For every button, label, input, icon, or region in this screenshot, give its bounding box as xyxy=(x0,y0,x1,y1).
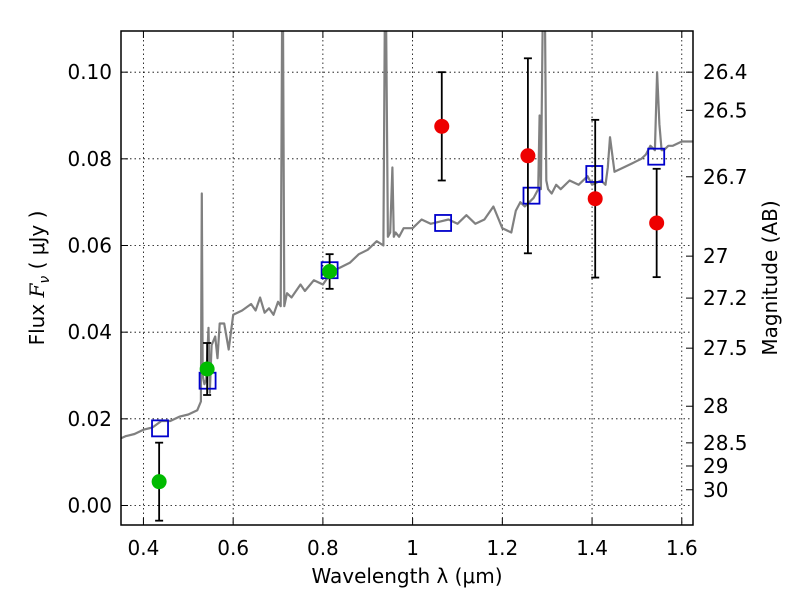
green-point xyxy=(199,361,215,377)
plot-area xyxy=(121,31,693,522)
mag-tick-label: 26.4 xyxy=(703,60,748,84)
y-tick-label: 0.02 xyxy=(67,407,112,431)
mag-tick-label: 27.5 xyxy=(703,336,748,360)
y-tick-label: 0.06 xyxy=(67,234,112,258)
red-point xyxy=(587,191,603,207)
red-point xyxy=(434,118,450,134)
model-square xyxy=(647,147,666,166)
y-axis-label-prefix: Flux xyxy=(25,297,49,345)
x-tick-label: 1.2 xyxy=(486,536,518,560)
x-axis-label: Wavelength λ (μm) xyxy=(311,564,502,588)
y-axis-label: Flux Fν ( μJy ) xyxy=(25,211,53,346)
y-tick-label: 0.04 xyxy=(67,320,112,344)
x-tick-label: 0.8 xyxy=(307,536,339,560)
x-tick-label: 1.4 xyxy=(576,536,608,560)
y-axis-label-suffix: ( μJy ) xyxy=(25,211,49,276)
x-tick-label: 0.6 xyxy=(217,536,249,560)
red-point xyxy=(649,215,665,231)
y-tick-label: 0.10 xyxy=(67,60,112,84)
axis-ticks: 0.4 0.6 0.8 1 1.2 1.4 1.6 0.00 0.02 0.04 0.06 0.08 0… xyxy=(67,31,748,560)
x-tick-label: 1 xyxy=(406,536,419,560)
red-point xyxy=(520,148,536,164)
y2-axis-label: Magnitude (AB) xyxy=(758,200,782,355)
mag-tick-label: 28.5 xyxy=(703,431,748,455)
y-axis-label-subscript: ν xyxy=(37,276,53,284)
mag-tick-label: 28 xyxy=(703,394,728,418)
x-tick-label: 1.6 xyxy=(666,536,698,560)
mag-tick-label: 30 xyxy=(703,478,728,502)
y-tick-label: 0.00 xyxy=(67,494,112,518)
y-axis-label-symbol: F xyxy=(25,282,49,298)
plot-frame xyxy=(120,30,694,526)
model-square xyxy=(434,214,453,232)
mag-tick-label: 26.5 xyxy=(703,98,748,122)
mag-tick-label: 27 xyxy=(703,244,728,268)
mag-tick-label: 26.7 xyxy=(703,165,748,189)
model-square xyxy=(151,419,169,438)
green-point xyxy=(322,264,338,279)
grid-lines xyxy=(121,31,693,525)
green-point xyxy=(151,474,167,490)
mag-tick-label: 29 xyxy=(703,454,728,478)
x-tick-label: 0.4 xyxy=(128,536,160,560)
model-square xyxy=(522,186,541,205)
mag-tick-label: 27.2 xyxy=(703,286,748,310)
y-tick-label: 0.08 xyxy=(67,147,112,171)
